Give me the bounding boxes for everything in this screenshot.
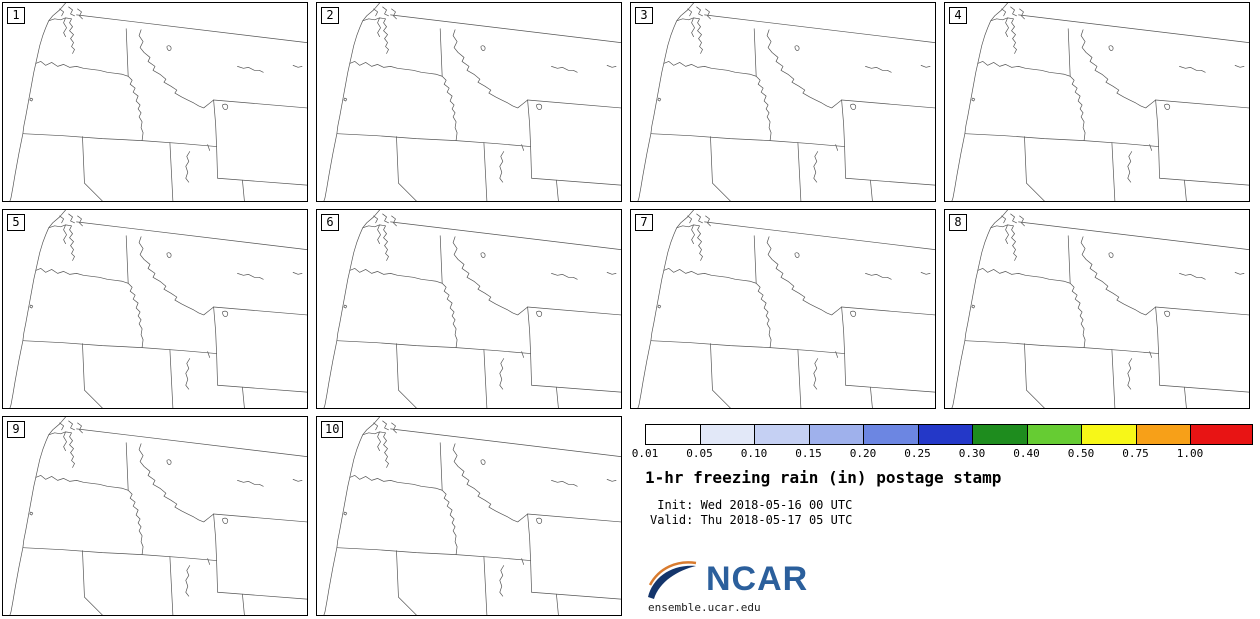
colorbar-tick-label: 0.50 xyxy=(1067,447,1095,460)
state-outline-map xyxy=(323,210,621,408)
map-panel-4: 4 xyxy=(944,2,1250,202)
map-panel-8: 8 xyxy=(944,209,1250,409)
state-outline-map xyxy=(637,3,935,201)
colorbar-segment xyxy=(973,425,1028,444)
colorbar-tick-label: 0.40 xyxy=(1013,447,1040,460)
map-panel-5: 5 xyxy=(2,209,308,409)
map-panel-2: 2 xyxy=(316,2,622,202)
state-outline-map xyxy=(637,210,935,408)
ncar-swoosh-icon xyxy=(648,561,697,599)
state-outline-map xyxy=(323,417,621,615)
colorbar-tick-label: 0.15 xyxy=(795,447,822,460)
state-outline-map xyxy=(951,210,1249,408)
colorbar-tick-label: 0.75 xyxy=(1122,447,1149,460)
colorbar-segment xyxy=(700,425,755,444)
map-panel-7: 7 xyxy=(630,209,936,409)
panel-number: 7 xyxy=(635,214,653,231)
valid-time-label: Valid: Thu 2018-05-17 05 UTC xyxy=(650,513,853,527)
panel-number: 3 xyxy=(635,7,653,24)
colorbar-tick-label: 0.10 xyxy=(740,447,768,460)
state-outline-map xyxy=(9,210,307,408)
state-outline-map xyxy=(951,3,1249,201)
colorbar-tick-label: 1.00 xyxy=(1176,447,1204,460)
map-panel-6: 6 xyxy=(316,209,622,409)
panel-number: 9 xyxy=(7,421,25,438)
plot-title: 1-hr freezing rain (in) postage stamp xyxy=(645,468,1002,487)
state-outline-map xyxy=(9,3,307,201)
colorbar-tick-label: 0.30 xyxy=(958,447,986,460)
colorbar-segment xyxy=(1027,425,1082,444)
state-outline-map xyxy=(323,3,621,201)
panel-number: 4 xyxy=(949,7,967,24)
colorbar-segment xyxy=(918,425,973,444)
colorbar-tick-label: 0.05 xyxy=(686,447,713,460)
colorbar-tick-label: 0.01 xyxy=(631,447,659,460)
colorbar xyxy=(645,424,1253,445)
colorbar-tick-label: 0.20 xyxy=(849,447,877,460)
panel-number: 6 xyxy=(321,214,339,231)
colorbar-segment xyxy=(864,425,919,444)
colorbar-tick-label: 0.25 xyxy=(904,447,931,460)
colorbar-segment xyxy=(1136,425,1191,444)
ncar-logo: NCAR xyxy=(644,554,808,604)
map-panel-10: 10 xyxy=(316,416,622,616)
colorbar-segment xyxy=(755,425,810,444)
ncar-wordmark: NCAR xyxy=(706,559,809,598)
legend-block: 0.01 0.05 0.10 0.15 0.20 0.25 0.30 0.40 0.50 0.75… xyxy=(630,416,1260,619)
panel-number: 8 xyxy=(949,214,967,231)
colorbar-ticks: 0.01 0.05 0.10 0.15 0.20 0.25 0.30 0.40 0.50 0.75… xyxy=(632,447,1251,461)
init-time-label: Init: Wed 2018-05-16 00 UTC xyxy=(650,498,853,512)
map-panel-9: 9 xyxy=(2,416,308,616)
panel-number: 10 xyxy=(321,421,344,438)
panel-number: 5 xyxy=(7,214,25,231)
colorbar-segment xyxy=(1082,425,1137,444)
site-url: ensemble.ucar.edu xyxy=(648,601,761,614)
map-panel-3: 3 xyxy=(630,2,936,202)
colorbar-segment xyxy=(646,425,701,444)
map-panel-1: 1 xyxy=(2,2,308,202)
colorbar-segment xyxy=(809,425,864,444)
colorbar-segment xyxy=(1191,425,1252,444)
panel-number: 1 xyxy=(7,7,25,24)
panel-number: 2 xyxy=(321,7,339,24)
state-outline-map xyxy=(9,417,307,615)
